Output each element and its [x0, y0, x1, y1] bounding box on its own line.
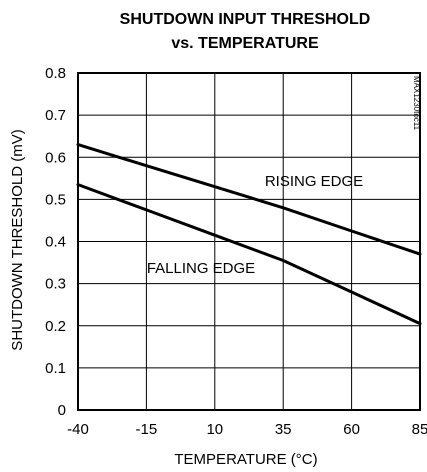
y-tick-label: 0.7 — [45, 107, 66, 124]
x-tick-label: -15 — [136, 421, 158, 438]
chart-title: SHUTDOWN INPUT THRESHOLD — [120, 11, 371, 28]
chart-subtitle: vs. TEMPERATURE — [171, 35, 319, 52]
annotation-falling-edge: FALLING EDGE — [147, 260, 255, 277]
y-tick-label: 0.6 — [45, 149, 66, 166]
series-lines — [76, 143, 422, 326]
x-ticks: -40 -15 10 35 60 85 — [67, 421, 427, 438]
y-tick-label: 0.3 — [45, 276, 66, 293]
x-tick-label: 10 — [206, 421, 223, 438]
series-line-rising-edge — [76, 143, 422, 256]
x-tick-label: -40 — [67, 421, 89, 438]
y-tick-label: 0.1 — [45, 360, 66, 377]
annotation-rising-edge: RISING EDGE — [265, 173, 363, 190]
x-axis-label: TEMPERATURE (°C) — [174, 451, 317, 468]
x-tick-label: 85 — [412, 421, 427, 438]
y-tick-label: 0.8 — [45, 65, 66, 82]
series-line-falling-edge — [76, 183, 422, 326]
y-ticks: 0 0.1 0.2 0.3 0.4 0.5 0.6 0.7 0.8 — [45, 65, 66, 419]
y-tick-label: 0.5 — [45, 191, 66, 208]
y-axis-label: SHUTDOWN THRESHOLD (mV) — [9, 129, 26, 350]
y-tick-label: 0 — [58, 402, 66, 419]
y-tick-label: 0.2 — [45, 318, 66, 335]
grid — [78, 73, 420, 410]
x-tick-label: 35 — [275, 421, 292, 438]
plot-frame — [77, 72, 421, 411]
figure-code: MAX1230toc11 — [412, 76, 421, 131]
x-tick-label: 60 — [343, 421, 360, 438]
y-tick-label: 0.4 — [45, 234, 66, 251]
